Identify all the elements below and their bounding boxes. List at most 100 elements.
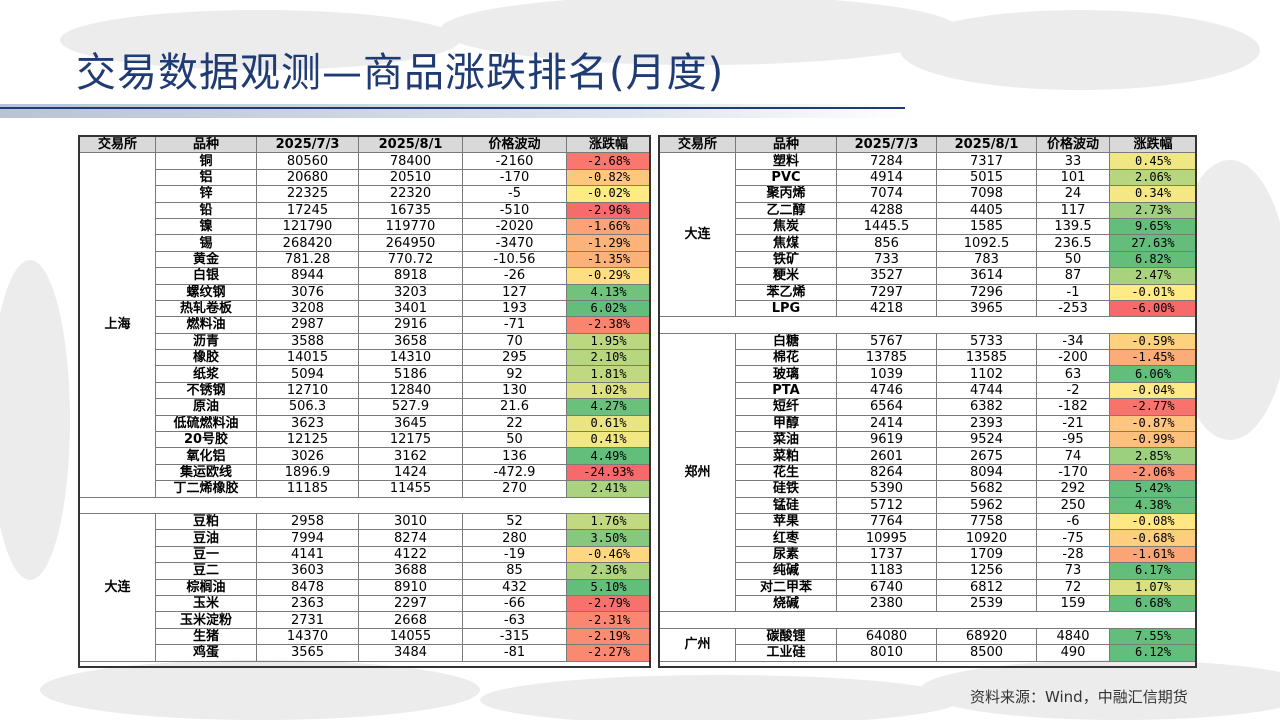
price-end-cell: 3162: [358, 447, 463, 465]
price-change-cell: 295: [462, 349, 567, 367]
pct-change-cell: 1.07%: [1109, 578, 1197, 596]
table-row: 广州 碳酸锂 64080 68920 4840 7.55%: [659, 627, 1197, 662]
price-change-cell: -6: [1036, 512, 1110, 531]
variety-cell: 豆粕: [155, 512, 257, 531]
pct-change-cell: -0.82%: [566, 168, 651, 187]
price-start-cell: 1737: [836, 545, 937, 564]
variety-cell: PVC: [735, 168, 837, 187]
price-end-cell: 2675: [936, 447, 1037, 465]
variety-cell: 白银: [155, 267, 257, 285]
table-row: 纯碱 1183 1256 73 6.17%: [660, 562, 1197, 580]
pct-change-cell: -2.38%: [566, 316, 651, 334]
price-start-cell: 5712: [836, 496, 937, 514]
price-change-cell: -34: [1036, 332, 1110, 351]
table-row: 短纤 6564 6382 -182 -2.77%: [660, 398, 1197, 416]
price-change-cell: -472.9: [462, 463, 567, 482]
pct-change-cell: -1.61%: [1109, 545, 1197, 564]
pct-change-cell: 2.10%: [566, 349, 651, 367]
variety-cell: 菜油: [735, 431, 837, 449]
variety-cell: 焦炭: [735, 217, 837, 236]
price-start-cell: 6740: [836, 578, 937, 596]
variety-cell: 铜: [155, 152, 257, 170]
variety-cell: 纸浆: [155, 365, 257, 383]
price-start-cell: 3527: [836, 267, 937, 285]
price-end-cell: 4405: [936, 201, 1037, 219]
price-change-cell: 139.5: [1036, 217, 1110, 236]
price-start-cell: 8264: [836, 463, 937, 482]
price-start-cell: 8010: [836, 644, 937, 662]
table-row: 沥青 3588 3658 70 1.95%: [80, 332, 651, 351]
price-start-cell: 1445.5: [836, 217, 937, 236]
price-change-cell: -95: [1036, 431, 1110, 449]
pct-change-cell: -2.96%: [566, 201, 651, 219]
variety-cell: 碳酸锂: [735, 627, 837, 646]
price-change-cell: 250: [1036, 496, 1110, 514]
table-row: 玉米 2363 2297 -66 -2.79%: [80, 594, 651, 613]
price-change-cell: 101: [1036, 168, 1110, 187]
price-start-cell: 2380: [836, 594, 937, 613]
price-end-cell: 16735: [358, 201, 463, 219]
price-end-cell: 11455: [358, 480, 463, 498]
price-change-cell: -66: [462, 594, 567, 613]
variety-cell: 玉米淀粉: [155, 611, 257, 629]
price-change-cell: -253: [1036, 299, 1110, 318]
price-change-cell: 236.5: [1036, 234, 1110, 252]
price-end-cell: 7098: [936, 185, 1037, 203]
price-change-cell: -170: [1036, 463, 1110, 482]
price-start-cell: 12125: [256, 431, 359, 449]
pct-change-cell: -0.29%: [566, 267, 651, 285]
price-end-cell: 1102: [936, 365, 1037, 383]
price-end-cell: 22320: [358, 185, 463, 203]
pct-change-cell: 0.45%: [1109, 152, 1197, 170]
price-change-cell: 73: [1036, 562, 1110, 580]
price-start-cell: 5094: [256, 365, 359, 383]
price-end-cell: 6812: [936, 578, 1037, 596]
table-row: 尿素 1737 1709 -28 -1.61%: [660, 545, 1197, 564]
price-change-cell: 127: [462, 283, 567, 301]
pct-change-cell: 2.41%: [566, 480, 651, 498]
table-row: 锡 268420 264950 -3470 -1.29%: [80, 234, 651, 252]
table-row: 生猪 14370 14055 -315 -2.19%: [80, 627, 651, 646]
price-start-cell: 2958: [256, 512, 359, 531]
price-start-cell: 6564: [836, 398, 937, 416]
pct-change-cell: 4.38%: [1109, 496, 1197, 514]
table-row: 郑州 白糖 5767 5733 -34 -0.59%: [659, 332, 1197, 613]
pct-change-cell: 6.02%: [566, 299, 651, 318]
table-row: PVC 4914 5015 101 2.06%: [660, 168, 1197, 187]
price-end-cell: 527.9: [358, 398, 463, 416]
pct-change-cell: -2.79%: [566, 594, 651, 613]
variety-cell: 菜粕: [735, 447, 837, 465]
pct-change-cell: 9.65%: [1109, 217, 1197, 236]
variety-cell: 豆油: [155, 529, 257, 547]
price-end-cell: 119770: [358, 217, 463, 236]
variety-cell: 螺纹钢: [155, 283, 257, 301]
price-end-cell: 1424: [358, 463, 463, 482]
price-start-cell: 64080: [836, 627, 937, 646]
variety-cell: 橡胶: [155, 349, 257, 367]
table-row: 红枣 10995 10920 -75 -0.68%: [660, 529, 1197, 547]
table-row: 黄金 781.28 770.72 -10.56 -1.35%: [80, 250, 651, 269]
pct-change-cell: -0.08%: [1109, 512, 1197, 531]
variety-cell: 棕榈油: [155, 578, 257, 596]
price-start-cell: 7994: [256, 529, 359, 547]
price-start-cell: 4746: [836, 381, 937, 400]
table-header-row: 交易所 品种 2025/7/3 2025/8/1 价格波动 涨跌幅: [79, 135, 651, 154]
price-change-cell: 63: [1036, 365, 1110, 383]
pct-change-cell: 2.06%: [1109, 168, 1197, 187]
price-change-cell: 24: [1036, 185, 1110, 203]
price-start-cell: 3026: [256, 447, 359, 465]
col-header-exchange: 交易所: [79, 135, 156, 154]
price-start-cell: 781.28: [256, 250, 359, 269]
price-start-cell: 7764: [836, 512, 937, 531]
pct-change-cell: -6.00%: [1109, 299, 1197, 318]
price-end-cell: 12840: [358, 381, 463, 400]
price-change-cell: -10.56: [462, 250, 567, 269]
table-row: 粳米 3527 3614 87 2.47%: [660, 267, 1197, 285]
separator-cell: [659, 611, 1197, 629]
price-end-cell: 3688: [358, 562, 463, 580]
table-row: 丁二烯橡胶 11185 11455 270 2.41%: [80, 480, 651, 498]
price-end-cell: 5682: [936, 480, 1037, 498]
price-end-cell: 8500: [936, 644, 1037, 662]
price-change-cell: 117: [1036, 201, 1110, 219]
variety-cell: 甲醇: [735, 414, 837, 433]
